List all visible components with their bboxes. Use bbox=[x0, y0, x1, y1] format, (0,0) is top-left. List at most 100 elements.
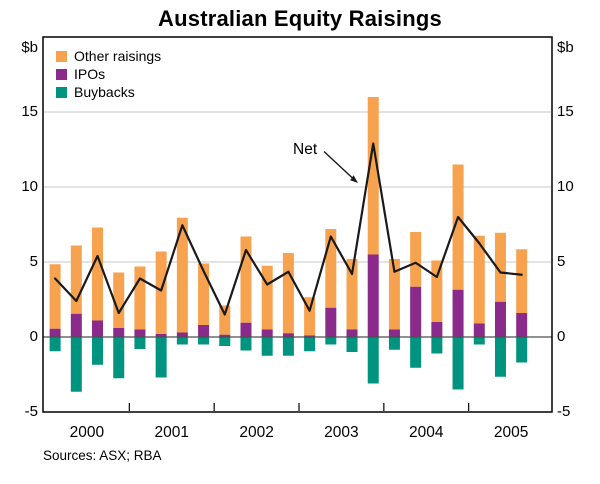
bar-buyback-segment bbox=[113, 337, 125, 379]
x-axis-year-label: 2003 bbox=[324, 424, 359, 441]
legend: Other raisings IPOs Buybacks bbox=[56, 47, 161, 101]
bar-ipo-segment bbox=[304, 335, 316, 337]
x-axis-year-label: 2004 bbox=[409, 424, 444, 441]
bar-ipo-segment bbox=[410, 286, 422, 337]
y-tick-label-right: 10 bbox=[557, 178, 574, 195]
y-tick-label-right: 0 bbox=[557, 328, 566, 345]
bar-other-segment bbox=[134, 266, 146, 330]
bar-buyback-segment bbox=[134, 337, 146, 349]
bar-ipo-segment bbox=[219, 334, 231, 337]
x-axis-year-label: 2001 bbox=[154, 424, 189, 441]
bar-ipo-segment bbox=[494, 301, 506, 337]
y-tick-label-left: 0 bbox=[29, 328, 38, 345]
bar-ipo-segment bbox=[70, 313, 82, 337]
bar-ipo-segment bbox=[240, 322, 252, 337]
bar-other-segment bbox=[92, 227, 104, 321]
bar-other-segment bbox=[219, 305, 231, 335]
x-axis-year-label: 2005 bbox=[493, 424, 529, 441]
bar-other-segment bbox=[304, 297, 316, 336]
sources-note: Sources: ASX; RBA bbox=[43, 448, 162, 463]
bar-ipo-segment bbox=[155, 334, 167, 337]
bar-other-segment bbox=[155, 251, 167, 334]
bar-ipo-segment bbox=[92, 320, 104, 337]
bar-buyback-segment bbox=[240, 337, 252, 351]
bar-other-segment bbox=[431, 260, 443, 322]
net-arrow-head bbox=[350, 175, 358, 183]
bar-ipo-segment bbox=[49, 328, 61, 337]
bar-buyback-segment bbox=[367, 337, 379, 384]
bar-buyback-segment bbox=[219, 337, 231, 346]
net-arrow-line bbox=[323, 150, 354, 180]
legend-item-buybacks: Buybacks bbox=[56, 83, 161, 101]
bar-buyback-segment bbox=[304, 337, 316, 352]
legend-swatch-other-raisings bbox=[56, 50, 67, 62]
bar-ipo-segment bbox=[452, 289, 464, 337]
bar-other-segment bbox=[49, 264, 61, 329]
bar-buyback-segment bbox=[92, 337, 104, 365]
bar-buyback-segment bbox=[516, 337, 528, 363]
bar-buyback-segment bbox=[388, 337, 400, 350]
bar-buyback-segment bbox=[473, 337, 485, 345]
legend-swatch-ipos bbox=[56, 68, 67, 80]
bar-other-segment bbox=[388, 259, 400, 330]
bar-buyback-segment bbox=[155, 337, 167, 378]
legend-swatch-buybacks bbox=[56, 86, 67, 98]
bar-other-segment bbox=[494, 232, 506, 302]
y-tick-label-right: 15 bbox=[557, 103, 574, 120]
legend-item-ipos: IPOs bbox=[56, 65, 161, 83]
net-annotation-label: Net bbox=[293, 141, 318, 158]
y-tick-label-left: -5 bbox=[24, 403, 38, 420]
bar-buyback-segment bbox=[282, 337, 294, 356]
bar-ipo-segment bbox=[325, 307, 337, 337]
bar-ipo-segment bbox=[516, 313, 528, 337]
bar-buyback-segment bbox=[261, 337, 273, 356]
bar-other-segment bbox=[452, 164, 464, 290]
legend-label-buybacks: Buybacks bbox=[74, 84, 135, 100]
bar-ipo-segment bbox=[282, 333, 294, 337]
plot-border bbox=[42, 36, 553, 413]
chart-title: Australian Equity Raisings bbox=[158, 6, 442, 31]
left-axis-unit: $b bbox=[21, 39, 38, 56]
bar-other-segment bbox=[346, 259, 358, 330]
bar-ipo-segment bbox=[346, 329, 358, 337]
y-tick-label-right: -5 bbox=[557, 403, 571, 420]
bar-other-segment bbox=[325, 229, 337, 308]
legend-item-other-raisings: Other raisings bbox=[56, 47, 161, 65]
bar-ipo-segment bbox=[367, 254, 379, 337]
bar-ipo-segment bbox=[134, 329, 146, 337]
bar-buyback-segment bbox=[410, 337, 422, 368]
bar-buyback-segment bbox=[346, 337, 358, 352]
bar-other-segment bbox=[198, 263, 210, 325]
y-tick-label-right: 5 bbox=[557, 253, 566, 270]
bar-ipo-segment bbox=[388, 329, 400, 337]
bar-other-segment bbox=[367, 97, 379, 255]
bar-other-segment bbox=[113, 272, 125, 328]
bar-other-segment bbox=[516, 249, 528, 313]
net-line bbox=[54, 142, 523, 316]
y-tick-label-left: 5 bbox=[29, 253, 38, 270]
y-tick-label-left: 15 bbox=[21, 103, 38, 120]
bar-buyback-segment bbox=[452, 337, 464, 390]
right-axis-unit: $b bbox=[557, 39, 574, 56]
bar-buyback-segment bbox=[49, 337, 61, 352]
bar-buyback-segment bbox=[70, 337, 82, 392]
legend-label-ipos: IPOs bbox=[74, 66, 106, 82]
bar-ipo-segment bbox=[176, 332, 188, 337]
bar-ipo-segment bbox=[261, 329, 273, 337]
bar-other-segment bbox=[282, 253, 294, 334]
bar-other-segment bbox=[261, 265, 273, 330]
bar-other-segment bbox=[240, 236, 252, 323]
bar-other-segment bbox=[410, 232, 422, 287]
legend-label-other-raisings: Other raisings bbox=[74, 48, 162, 64]
bar-ipo-segment bbox=[113, 328, 125, 337]
bar-ipo-segment bbox=[473, 323, 485, 337]
x-axis-year-label: 2000 bbox=[69, 424, 105, 441]
bar-buyback-segment bbox=[325, 337, 337, 345]
bar-ipo-segment bbox=[198, 325, 210, 337]
bar-buyback-segment bbox=[198, 337, 210, 345]
bar-buyback-segment bbox=[494, 337, 506, 377]
bar-buyback-segment bbox=[431, 337, 443, 354]
x-axis-year-label: 2002 bbox=[239, 424, 274, 441]
